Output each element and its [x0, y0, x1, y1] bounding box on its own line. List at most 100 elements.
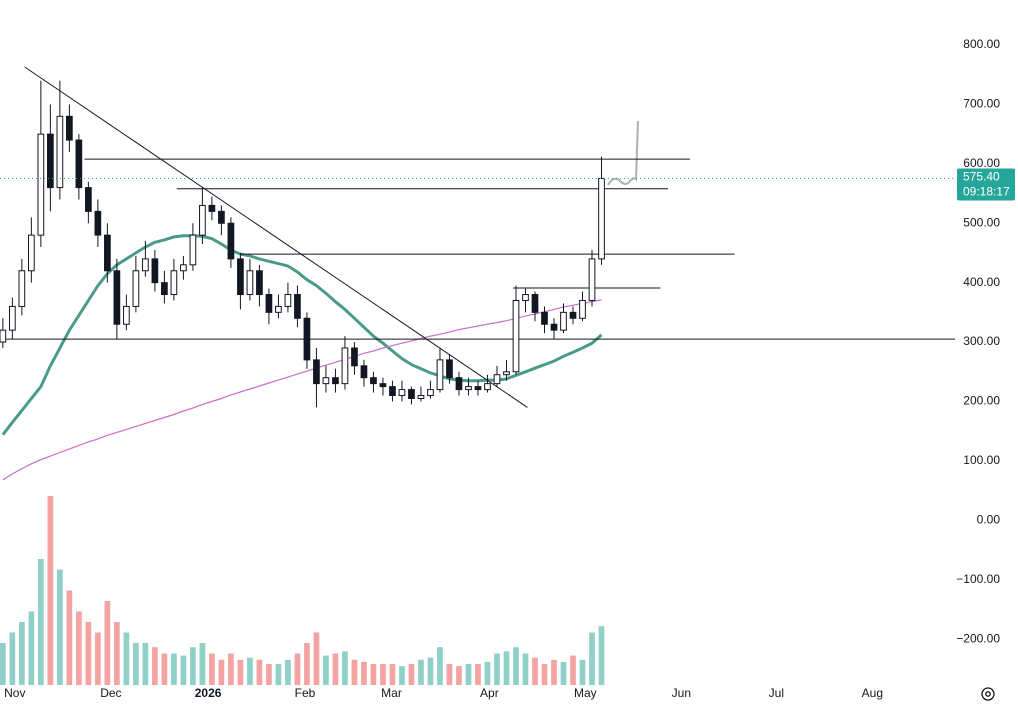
volume-bar [418, 659, 424, 685]
volume-bar [85, 622, 92, 685]
candle-body [522, 294, 529, 301]
candle-body [389, 386, 396, 397]
candle-body [85, 187, 92, 212]
candle-body [142, 258, 149, 272]
x-tick-label: 2026 [195, 686, 222, 700]
candle-body [56, 115, 64, 189]
volume-bar [560, 661, 567, 685]
gear-outer [981, 687, 995, 701]
volume-bar [161, 653, 168, 685]
candle-body [588, 258, 596, 301]
volume-bar [465, 664, 472, 685]
volume-bar [0, 643, 6, 685]
volume-bar [104, 601, 111, 685]
last-price-label: 575.40 [963, 170, 1000, 184]
volume-bar [228, 653, 234, 685]
volume-bar [199, 643, 206, 685]
volume-bar [427, 657, 434, 685]
volume-bar [494, 653, 500, 685]
x-tick-label: Nov [4, 686, 25, 700]
volume-bar [579, 659, 586, 685]
volume-bar [475, 664, 481, 685]
volume-bar [323, 655, 329, 685]
volume-bar [304, 643, 310, 685]
countdown-label: 09:18:17 [963, 185, 1010, 199]
volume-bar [114, 622, 120, 685]
volume-bar [351, 659, 358, 685]
volume-bar [589, 632, 595, 685]
volume-bar [437, 647, 443, 685]
settings-icon[interactable] [981, 687, 995, 701]
volume-bar [513, 647, 519, 685]
candle-body [417, 395, 425, 399]
candle-body [66, 115, 73, 141]
volume-bar [275, 664, 282, 685]
candle-body [569, 311, 577, 319]
candle-body [256, 270, 263, 296]
candle-body [237, 258, 244, 296]
candle-body [18, 270, 26, 307]
volume-bar [361, 661, 367, 685]
volume-bar [57, 569, 63, 685]
x-tick-label: Mar [381, 686, 402, 700]
candle-body [28, 234, 35, 272]
candle-body [113, 270, 121, 325]
candle-body [180, 264, 187, 272]
y-tick-label: 600.00 [963, 156, 1000, 170]
volume-bar [180, 655, 187, 685]
volume-bar [294, 653, 301, 685]
candle-body [465, 386, 472, 391]
volume-bar [38, 559, 44, 685]
volume-bar [66, 590, 73, 685]
candle-body [151, 258, 159, 284]
volume-bar [389, 664, 396, 685]
volume-bar [209, 653, 215, 685]
candle-body [427, 389, 434, 397]
y-tick-label: −200.00 [956, 631, 1000, 645]
candle-body [132, 270, 140, 307]
y-tick-label: 800.00 [963, 37, 1000, 51]
volume-bar [95, 632, 101, 685]
forecast-sketch [607, 120, 639, 186]
trend-line [24, 66, 528, 408]
candle-body [199, 204, 206, 236]
candle-body [189, 234, 197, 266]
volume-bar [9, 632, 16, 685]
y-tick-label: 300.00 [963, 334, 1000, 348]
volume-bar [456, 666, 462, 685]
candle-body [446, 359, 453, 379]
y-tick-label: −100.00 [956, 572, 1000, 586]
moving-average [1, 234, 603, 436]
candle-body [265, 294, 273, 313]
volume-bar [218, 659, 225, 685]
y-tick-label: 0.00 [977, 512, 1001, 526]
volume-bar [142, 643, 149, 685]
volume-bar [332, 653, 339, 685]
candle-body [474, 386, 482, 391]
moving-average [2, 299, 602, 481]
candle-body [351, 347, 358, 367]
candle-body [332, 377, 339, 385]
candle-body [360, 365, 368, 379]
last-price-box [957, 168, 1015, 201]
volume-bar [446, 664, 453, 685]
volume-bar [503, 651, 510, 685]
y-tick-label: 100.00 [963, 453, 1000, 467]
candle-body [484, 383, 491, 391]
volume-bar [380, 664, 386, 685]
candle-body [531, 294, 539, 313]
x-tick-label: Aug [862, 686, 883, 700]
candle-body [512, 299, 520, 373]
candle-body [560, 311, 567, 331]
candle-body [598, 177, 605, 260]
candle-body [493, 374, 501, 385]
volume-bar [570, 655, 576, 685]
volume-bar [190, 647, 196, 685]
volume-bar [285, 659, 291, 685]
volume-bar [152, 647, 158, 685]
volume-bar [342, 651, 348, 685]
volume-bar [237, 659, 244, 685]
volume-bar [256, 659, 263, 685]
candle-body [379, 383, 387, 388]
